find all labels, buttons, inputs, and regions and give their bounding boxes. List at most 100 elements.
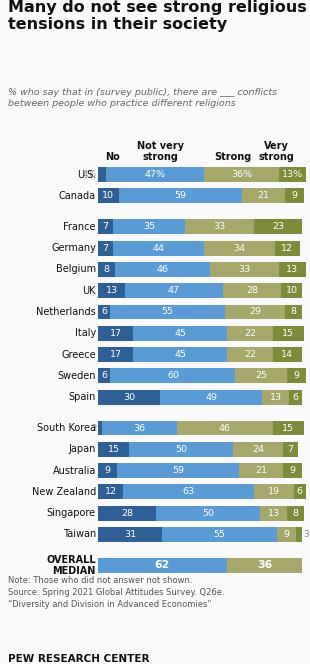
Text: 17: 17 [110,350,122,359]
Text: 62: 62 [155,560,170,570]
Text: 7: 7 [102,244,108,252]
Text: 12: 12 [281,244,293,252]
Text: 7: 7 [102,222,108,231]
Text: 29: 29 [249,307,261,317]
Text: Strong: Strong [215,152,252,162]
Text: Greece: Greece [61,349,96,360]
Text: 7: 7 [287,445,293,454]
Bar [273,326,304,341]
Bar [133,326,227,341]
Bar [283,463,302,478]
Text: 46: 46 [157,265,168,274]
Text: Sweden: Sweden [57,371,96,381]
Bar [98,219,113,234]
Bar [98,326,133,341]
Text: 24: 24 [252,445,264,454]
Text: 21: 21 [255,466,267,475]
Bar [98,305,110,319]
Text: 3: 3 [303,530,308,539]
Text: 31: 31 [124,530,136,539]
Bar [235,369,287,383]
Text: Note: Those who did not answer not shown.
Source: Spring 2021 Global Attitudes S: Note: Those who did not answer not shown… [8,576,225,609]
Bar [275,240,300,256]
Bar [98,420,102,436]
Text: 19: 19 [268,487,280,497]
Text: Italy: Italy [75,328,96,338]
Text: South Korea: South Korea [37,423,96,433]
Text: 13: 13 [270,392,282,402]
Text: 47%: 47% [145,170,166,179]
Text: 33: 33 [238,265,251,274]
Text: 28: 28 [121,509,133,518]
Text: 28: 28 [246,286,258,295]
Bar [273,347,302,362]
Text: 15: 15 [108,445,120,454]
Bar [254,219,302,234]
Text: France: France [64,222,96,232]
Bar [294,485,306,499]
Text: 45: 45 [174,350,186,359]
Text: % who say that in (survey public), there are ___ conflicts
between people who pr: % who say that in (survey public), there… [8,88,277,108]
Text: 30: 30 [123,392,135,402]
Text: Germany: Germany [51,243,96,253]
Text: 36: 36 [134,424,146,432]
Bar [113,240,204,256]
Text: PEW RESEARCH CENTER: PEW RESEARCH CENTER [8,654,149,664]
Bar [129,442,233,457]
Text: 35: 35 [143,222,155,231]
Text: 59: 59 [172,466,184,475]
Bar [156,506,260,521]
Text: Very
strong: Very strong [259,141,295,162]
Bar [225,305,285,319]
Text: 6: 6 [293,392,299,402]
Text: 50: 50 [202,509,214,518]
Text: 36%: 36% [231,170,252,179]
Bar [115,262,210,277]
Text: U.S.: U.S. [77,169,96,180]
Bar [123,485,254,499]
Bar [133,347,227,362]
Text: 9: 9 [104,466,110,475]
Text: 6: 6 [101,371,107,380]
Text: 55: 55 [214,530,226,539]
Text: 2: 2 [91,424,97,432]
Bar [98,485,123,499]
Text: 63: 63 [182,487,195,497]
Bar [162,527,277,542]
Bar [98,527,162,542]
Text: 21: 21 [257,191,269,201]
Bar [273,420,304,436]
Bar [287,506,304,521]
Text: 60: 60 [167,371,179,380]
Bar [98,262,115,277]
Text: Not very
strong: Not very strong [137,141,184,162]
Text: No: No [105,152,120,162]
Bar [254,485,294,499]
Bar [98,390,160,404]
Bar [98,240,113,256]
Bar [110,369,235,383]
Text: 14: 14 [281,350,293,359]
Bar [177,420,273,436]
Text: 8: 8 [293,509,299,518]
Bar [227,558,302,573]
Text: 12: 12 [104,487,117,497]
Text: 13: 13 [268,509,280,518]
Bar [98,284,125,298]
Bar [223,284,281,298]
Bar [98,463,117,478]
Text: 50: 50 [175,445,187,454]
Text: 8: 8 [290,307,297,317]
Text: Canada: Canada [59,191,96,201]
Bar [98,369,110,383]
Text: Belgium: Belgium [56,264,96,274]
Bar [289,390,302,404]
Text: 22: 22 [244,329,256,338]
Bar [98,189,119,203]
Text: 49: 49 [205,392,217,402]
Text: 4%: 4% [83,170,97,179]
Bar [204,167,279,182]
Text: Japan: Japan [69,444,96,454]
Bar [233,442,283,457]
Text: UK: UK [82,286,96,295]
